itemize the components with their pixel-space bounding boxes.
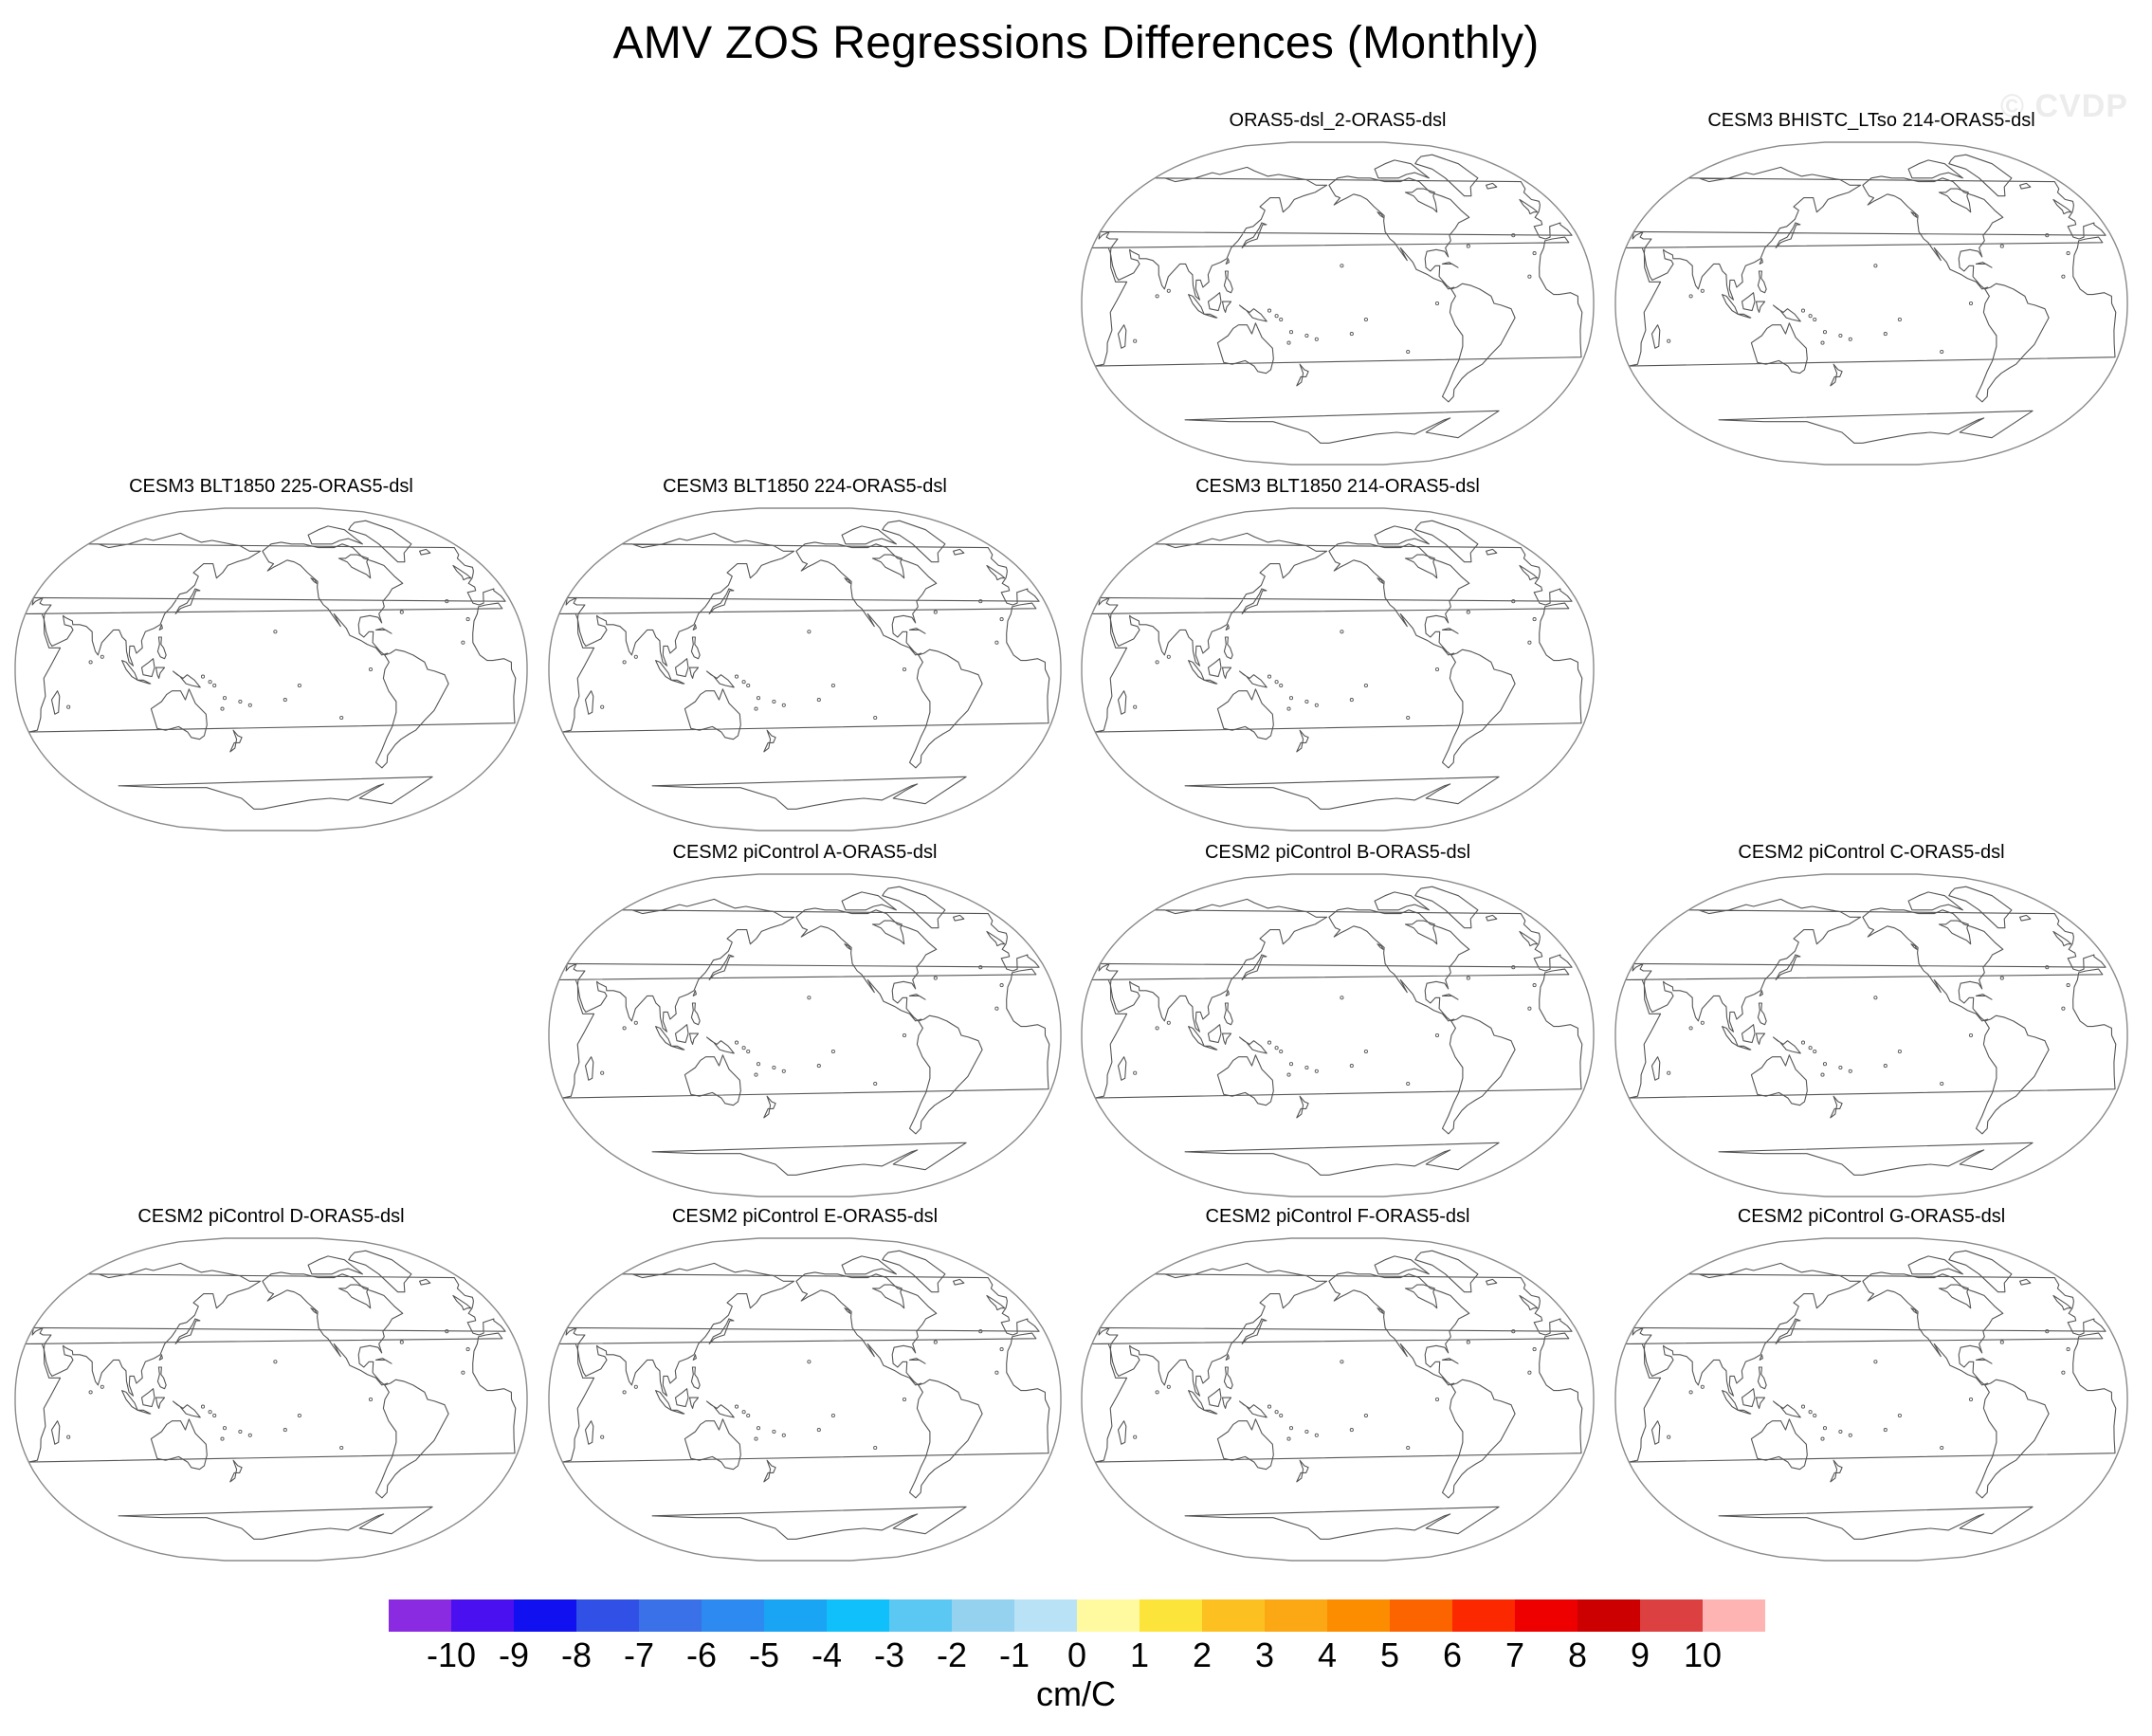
colorbar-swatch <box>1703 1599 1765 1632</box>
world-map <box>548 873 1062 1197</box>
panel-title: CESM3 BLT1850 214-ORAS5-dsl <box>1195 476 1480 497</box>
colorbar-swatch <box>952 1599 1015 1632</box>
cvdp-watermark: © CVDP <box>2000 88 2128 124</box>
colorbar-tick-label: -2 <box>936 1635 968 1674</box>
panel-title: CESM3 BHISTC_LTso 214-ORAS5-dsl <box>1707 110 2035 131</box>
colorbar-tick-label: -8 <box>560 1635 593 1674</box>
colorbar-swatch <box>1140 1599 1203 1632</box>
map-border <box>1614 141 2128 466</box>
colorbar-swatch <box>1077 1599 1140 1632</box>
colorbar-tick-label: 4 <box>1317 1635 1338 1674</box>
map-panel: CESM2 piControl G-ORAS5-dsl <box>1608 1206 2135 1585</box>
figure-title: AMV ZOS Regressions Differences (Monthly… <box>612 18 1540 68</box>
map-border <box>548 1237 1062 1562</box>
world-map <box>548 1237 1062 1562</box>
colorbar-swatch <box>1515 1599 1578 1632</box>
map-border <box>14 507 528 831</box>
map-border <box>548 507 1062 831</box>
colorbar-swatch <box>889 1599 953 1632</box>
map-border <box>14 1237 528 1562</box>
colorbar-tick-labels: -10 -9 -8 -7 -6 -5 -4 -3 -2 -1 0 1 2 3 4 5 6 7 8 9 10 <box>0 1635 2152 1674</box>
world-map <box>1081 507 1595 831</box>
panel-title: CESM2 piControl D-ORAS5-dsl <box>137 1206 405 1227</box>
colorbar-tick-label: 9 <box>1630 1635 1650 1674</box>
colorbar-swatch <box>1202 1599 1266 1632</box>
map-panel: CESM2 piControl E-ORAS5-dsl <box>541 1206 1068 1585</box>
colorbar-tick-label: -9 <box>498 1635 530 1674</box>
map-panel: CESM2 piControl F-ORAS5-dsl <box>1074 1206 1601 1585</box>
panel-title: CESM3 BLT1850 225-ORAS5-dsl <box>129 476 413 497</box>
world-map <box>548 507 1062 831</box>
colorbar-swatch <box>764 1599 828 1632</box>
colorbar-tick-label: 0 <box>1067 1635 1087 1674</box>
map-panel: CESM3 BLT1850 224-ORAS5-dsl <box>541 476 1068 855</box>
panel-title: CESM2 piControl E-ORAS5-dsl <box>671 1206 939 1227</box>
panel-title: CESM2 piControl G-ORAS5-dsl <box>1737 1206 2006 1227</box>
panel-title: CESM2 piControl A-ORAS5-dsl <box>672 842 938 863</box>
colorbar-tick-label: -5 <box>748 1635 780 1674</box>
colorbar-tick-label: 10 <box>1683 1635 1723 1674</box>
colorbar-swatch <box>827 1599 890 1632</box>
world-map <box>1081 141 1595 466</box>
map-border <box>1614 873 2128 1197</box>
world-map <box>1614 141 2128 466</box>
map-panel: CESM3 BLT1850 225-ORAS5-dsl <box>8 476 535 855</box>
colorbar-tick-label: -7 <box>623 1635 655 1674</box>
world-map <box>1081 873 1595 1197</box>
colorbar-tick-label: -6 <box>685 1635 718 1674</box>
map-panel: ORAS5-dsl_2-ORAS5-dsl <box>1074 110 1601 489</box>
colorbar-swatch <box>1578 1599 1641 1632</box>
colorbar-tick-label: 3 <box>1254 1635 1275 1674</box>
map-border <box>1081 873 1595 1197</box>
colorbar-swatch <box>1014 1599 1078 1632</box>
panel-title: CESM2 piControl B-ORAS5-dsl <box>1204 842 1471 863</box>
world-map <box>1614 873 2128 1197</box>
colorbar-tick-label: 8 <box>1567 1635 1588 1674</box>
colorbar-units: cm/C <box>1036 1674 1116 1713</box>
panel-title: CESM3 BLT1850 224-ORAS5-dsl <box>663 476 947 497</box>
colorbar-swatch <box>1640 1599 1704 1632</box>
colorbar-swatch <box>451 1599 515 1632</box>
panel-title: ORAS5-dsl_2-ORAS5-dsl <box>1229 110 1447 131</box>
map-panel: CESM2 piControl A-ORAS5-dsl <box>541 842 1068 1221</box>
panel-title: CESM2 piControl F-ORAS5-dsl <box>1205 1206 1470 1227</box>
colorbar-swatch <box>1265 1599 1328 1632</box>
colorbar-tick-label: 7 <box>1505 1635 1525 1674</box>
map-panel: CESM3 BLT1850 214-ORAS5-dsl <box>1074 476 1601 855</box>
world-map <box>14 507 528 831</box>
colorbar-tick-label: 5 <box>1379 1635 1400 1674</box>
colorbar-tick-label: -4 <box>811 1635 843 1674</box>
colorbar-swatch <box>1327 1599 1391 1632</box>
colorbar-swatch <box>702 1599 765 1632</box>
map-border <box>1614 1237 2128 1562</box>
colorbar-swatch <box>639 1599 702 1632</box>
map-border <box>1081 507 1595 831</box>
colorbar-tick-label: -3 <box>873 1635 905 1674</box>
world-map <box>1081 1237 1595 1562</box>
colorbar <box>389 1599 1765 1632</box>
colorbar-tick-label: -10 <box>426 1635 477 1674</box>
colorbar-tick-label: 1 <box>1129 1635 1150 1674</box>
map-panel: CESM2 piControl D-ORAS5-dsl <box>8 1206 535 1585</box>
colorbar-tick-label: -1 <box>998 1635 1030 1674</box>
colorbar-swatch <box>576 1599 640 1632</box>
colorbar-swatch <box>389 1599 452 1632</box>
map-panel: CESM2 piControl B-ORAS5-dsl <box>1074 842 1601 1221</box>
colorbar-tick-label: 2 <box>1192 1635 1213 1674</box>
colorbar-tick-label: 6 <box>1442 1635 1463 1674</box>
world-map <box>14 1237 528 1562</box>
colorbar-swatch <box>1452 1599 1516 1632</box>
map-border <box>1081 141 1595 466</box>
map-border <box>1081 1237 1595 1562</box>
panel-title: CESM2 piControl C-ORAS5-dsl <box>1738 842 2005 863</box>
map-panel: CESM2 piControl C-ORAS5-dsl <box>1608 842 2135 1221</box>
colorbar-swatch <box>514 1599 577 1632</box>
map-panel: CESM3 BHISTC_LTso 214-ORAS5-dsl <box>1608 110 2135 489</box>
colorbar-swatch <box>1390 1599 1453 1632</box>
map-border <box>548 873 1062 1197</box>
world-map <box>1614 1237 2128 1562</box>
